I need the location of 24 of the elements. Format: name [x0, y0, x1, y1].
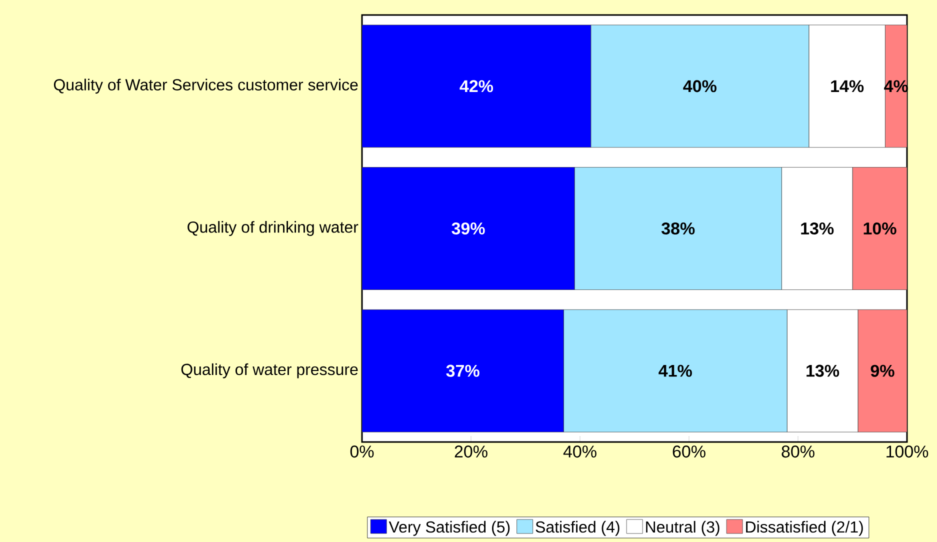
data-label: 38%: [661, 222, 695, 235]
legend-label: Very Satisfied (5): [388, 520, 510, 536]
x-tick-label: 100%: [886, 446, 928, 458]
data-label: 39%: [452, 222, 485, 235]
data-label: 9%: [870, 364, 894, 377]
y-tick-label: Quality of Water Services customer service: [54, 78, 358, 94]
data-label: 13%: [801, 222, 834, 235]
data-label: 37%: [446, 364, 480, 377]
data-label: 42%: [460, 80, 494, 92]
x-tick-label: 40%: [563, 446, 596, 458]
data-label: 40%: [683, 80, 716, 92]
x-tick-label: 20%: [454, 446, 488, 458]
data-label: 13%: [806, 364, 840, 377]
data-label: 10%: [864, 222, 896, 235]
x-tick-label: 80%: [782, 446, 814, 458]
legend-label: Dissatisfied (2/1): [746, 520, 863, 536]
legend-label: Satisfied (4): [536, 520, 620, 536]
x-tick-label: 60%: [672, 446, 706, 458]
legend-label: Neutral (3): [646, 520, 720, 536]
data-label: 41%: [658, 364, 692, 377]
y-tick-label: Quality of drinking water: [188, 221, 358, 236]
x-tick-label: 0%: [350, 446, 374, 458]
data-label: 14%: [831, 80, 864, 92]
y-tick-label: Quality of water pressure: [181, 363, 358, 378]
